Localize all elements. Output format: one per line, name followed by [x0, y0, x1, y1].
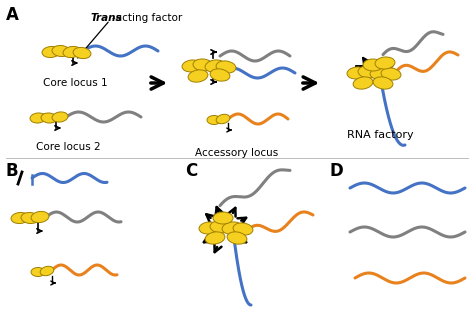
Ellipse shape: [21, 212, 39, 223]
Ellipse shape: [222, 222, 242, 234]
Text: A: A: [6, 6, 19, 24]
Ellipse shape: [41, 113, 57, 123]
Ellipse shape: [188, 70, 208, 82]
Ellipse shape: [207, 116, 221, 125]
Ellipse shape: [373, 77, 393, 89]
Ellipse shape: [210, 221, 230, 233]
Ellipse shape: [31, 267, 45, 276]
Ellipse shape: [216, 114, 230, 124]
Ellipse shape: [73, 47, 91, 59]
Ellipse shape: [11, 212, 29, 223]
Ellipse shape: [199, 222, 219, 234]
Ellipse shape: [353, 77, 373, 89]
Text: D: D: [330, 162, 344, 180]
Ellipse shape: [227, 232, 247, 244]
Ellipse shape: [193, 59, 213, 71]
Ellipse shape: [347, 67, 367, 79]
Ellipse shape: [30, 113, 46, 123]
Ellipse shape: [52, 112, 68, 122]
Ellipse shape: [42, 47, 60, 58]
Ellipse shape: [205, 232, 225, 244]
Ellipse shape: [210, 69, 230, 81]
Ellipse shape: [375, 57, 395, 69]
Ellipse shape: [358, 66, 378, 78]
Ellipse shape: [63, 46, 81, 58]
Ellipse shape: [182, 60, 202, 72]
Ellipse shape: [370, 67, 390, 79]
Ellipse shape: [205, 60, 225, 72]
Text: B: B: [6, 162, 18, 180]
Ellipse shape: [381, 68, 401, 80]
Ellipse shape: [233, 223, 253, 235]
Ellipse shape: [52, 46, 70, 57]
Text: RNA factory: RNA factory: [347, 130, 414, 140]
Ellipse shape: [216, 61, 236, 73]
Text: Core locus 2: Core locus 2: [36, 142, 100, 152]
Text: Core locus 1: Core locus 1: [43, 78, 108, 88]
Text: Trans: Trans: [91, 13, 123, 23]
Text: -acting factor: -acting factor: [112, 13, 182, 23]
Text: C: C: [185, 162, 197, 180]
Ellipse shape: [363, 59, 383, 71]
Ellipse shape: [40, 266, 54, 276]
Ellipse shape: [213, 212, 233, 224]
Text: Accessory locus: Accessory locus: [195, 148, 278, 158]
Ellipse shape: [31, 211, 49, 222]
